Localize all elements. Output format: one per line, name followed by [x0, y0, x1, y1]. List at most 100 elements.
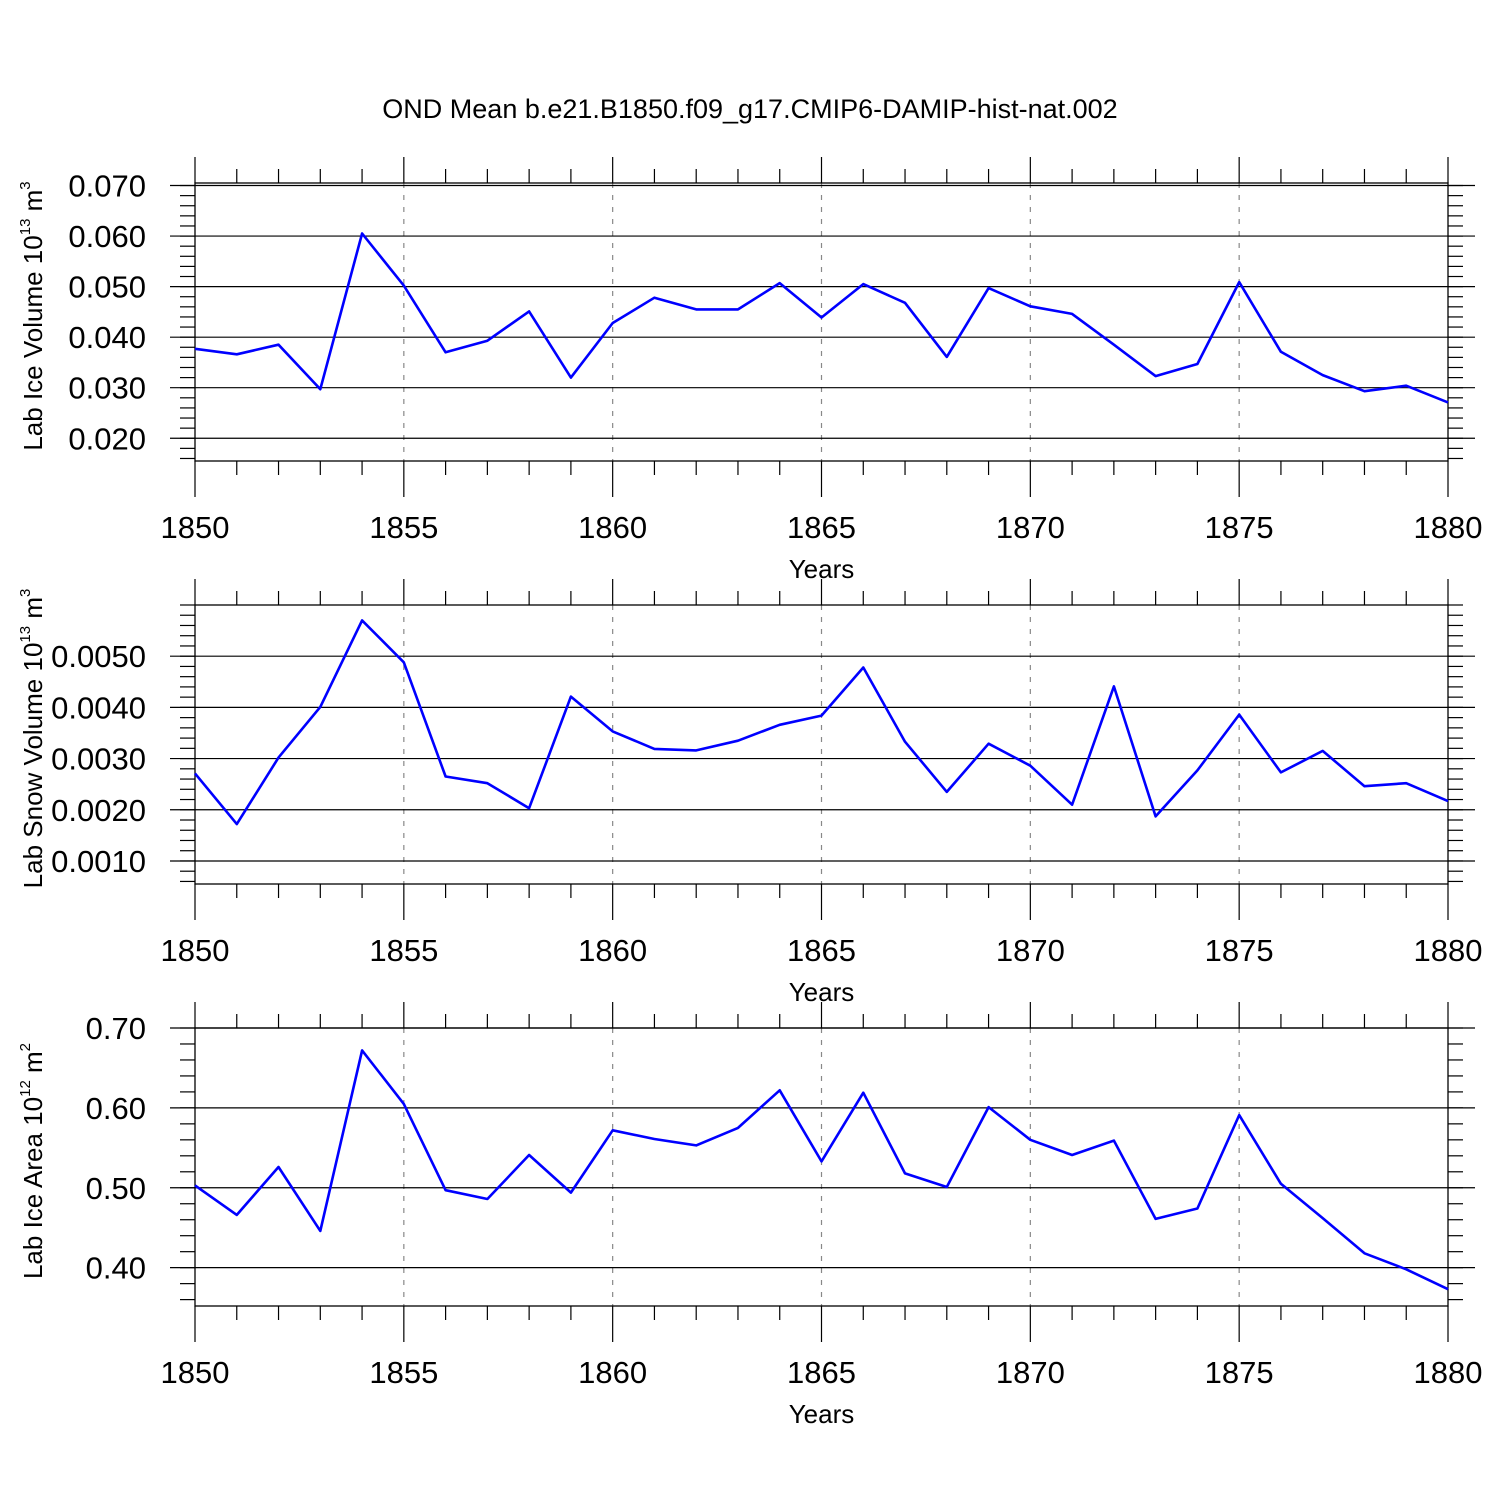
y-axis-label-main: Lab Ice Volume 10 — [18, 235, 48, 450]
series-line — [194, 1049, 1449, 1291]
y-tick-label: 0.030 — [68, 371, 146, 406]
data-point — [444, 350, 448, 354]
data-point — [193, 771, 197, 775]
x-tick-label: 1875 — [1205, 510, 1274, 545]
data-point — [736, 1126, 740, 1130]
y-axis-label-main: Lab Snow Volume 10 — [18, 643, 48, 889]
data-point — [360, 232, 364, 236]
data-point — [778, 281, 782, 285]
data-point — [861, 1091, 865, 1095]
data-point — [652, 296, 656, 300]
data-point — [1279, 1182, 1283, 1186]
x-tick-label: 1850 — [161, 1355, 230, 1390]
data-point — [1237, 280, 1241, 284]
y-axis-label-unit-exp: 3 — [17, 589, 34, 597]
x-tick-label: 1870 — [996, 510, 1065, 545]
y-tick-label: 0.070 — [68, 169, 146, 204]
data-point — [569, 376, 573, 380]
data-point — [527, 806, 531, 810]
data-point — [611, 729, 615, 733]
y-tick-label: 0.60 — [86, 1091, 146, 1126]
x-tick-label: 1875 — [1205, 1355, 1274, 1390]
series-line — [193, 619, 1449, 826]
data-point — [903, 740, 907, 744]
panel-3: 0.40 0.50 0.60 0.70 1850 1855 1860 1865 1870 1875… — [17, 1002, 1482, 1429]
y-axis-label-exp: 13 — [17, 219, 34, 236]
x-tick-label: 1880 — [1414, 933, 1483, 968]
data-point — [1237, 1113, 1241, 1117]
data-point — [485, 339, 489, 343]
data-point — [318, 387, 322, 391]
data-point — [1028, 764, 1032, 768]
x-tick-label: 1860 — [578, 1355, 647, 1390]
plot-frame — [194, 182, 1449, 462]
data-point — [1154, 814, 1158, 818]
data-point — [820, 714, 824, 718]
data-point — [694, 307, 698, 311]
y-axis-label: Lab Ice Volume 1013 m3 — [17, 181, 48, 450]
data-point — [235, 822, 239, 826]
data-point — [736, 739, 740, 743]
data-point — [1404, 384, 1408, 388]
data-point — [694, 1143, 698, 1147]
x-tick-label: 1860 — [578, 510, 647, 545]
data-point — [1362, 784, 1366, 788]
data-point — [1070, 312, 1074, 316]
data-point — [694, 748, 698, 752]
data-point — [820, 315, 824, 319]
data-point — [569, 695, 573, 699]
data-point — [903, 301, 907, 305]
y-axis-label-main: Lab Ice Area 10 — [18, 1097, 48, 1279]
y-axis-label: Lab Ice Area 1012 m2 — [17, 1043, 48, 1279]
series-line — [194, 232, 1449, 404]
data-point — [1112, 684, 1116, 688]
data-point — [360, 1048, 364, 1052]
data-point — [1028, 304, 1032, 308]
data-point — [987, 742, 991, 746]
y-axis-label-exp: 12 — [17, 1080, 34, 1097]
data-point — [1321, 1216, 1325, 1220]
data-point — [945, 355, 949, 359]
data-point — [1154, 1217, 1158, 1221]
y-axis-label-unit: m — [18, 190, 48, 219]
y-tick-label: 0.50 — [86, 1171, 146, 1206]
data-point — [987, 286, 991, 290]
x-tick-label: 1865 — [787, 933, 856, 968]
data-point — [987, 1105, 991, 1109]
x-tick-label: 1860 — [578, 933, 647, 968]
data-point — [527, 1153, 531, 1157]
data-point — [1237, 713, 1241, 717]
data-point — [1404, 781, 1408, 785]
data-point — [318, 1229, 322, 1233]
data-point — [402, 284, 406, 288]
data-point — [444, 774, 448, 778]
data-point — [1195, 362, 1199, 366]
data-point — [652, 1137, 656, 1141]
y-axis-label-unit-exp: 3 — [17, 181, 34, 189]
data-point — [611, 321, 615, 325]
y-tick-label: 0.040 — [68, 320, 146, 355]
y-axis-label-unit: m — [18, 597, 48, 626]
data-point — [485, 781, 489, 785]
y-axis-label-exp: 13 — [17, 626, 34, 643]
data-point — [318, 705, 322, 709]
data-point — [277, 756, 281, 760]
data-point — [1404, 1267, 1408, 1271]
x-tick-label: 1855 — [369, 1355, 438, 1390]
data-point — [861, 665, 865, 669]
panel-1: 0.020 0.030 0.040 0.050 0.060 0.070 1850 1855 18… — [17, 157, 1482, 584]
data-point — [360, 618, 364, 622]
data-point — [611, 1128, 615, 1132]
data-point — [569, 1191, 573, 1195]
plot-frame — [194, 1027, 1449, 1307]
y-tick-label: 0.0040 — [51, 690, 146, 725]
data-point — [1195, 1207, 1199, 1211]
data-point — [736, 307, 740, 311]
y-tick-label: 0.70 — [86, 1011, 146, 1046]
data-point — [1070, 803, 1074, 807]
data-point — [1321, 373, 1325, 377]
y-tick-label: 0.0020 — [51, 793, 146, 828]
data-point — [1195, 768, 1199, 772]
data-point — [1279, 350, 1283, 354]
